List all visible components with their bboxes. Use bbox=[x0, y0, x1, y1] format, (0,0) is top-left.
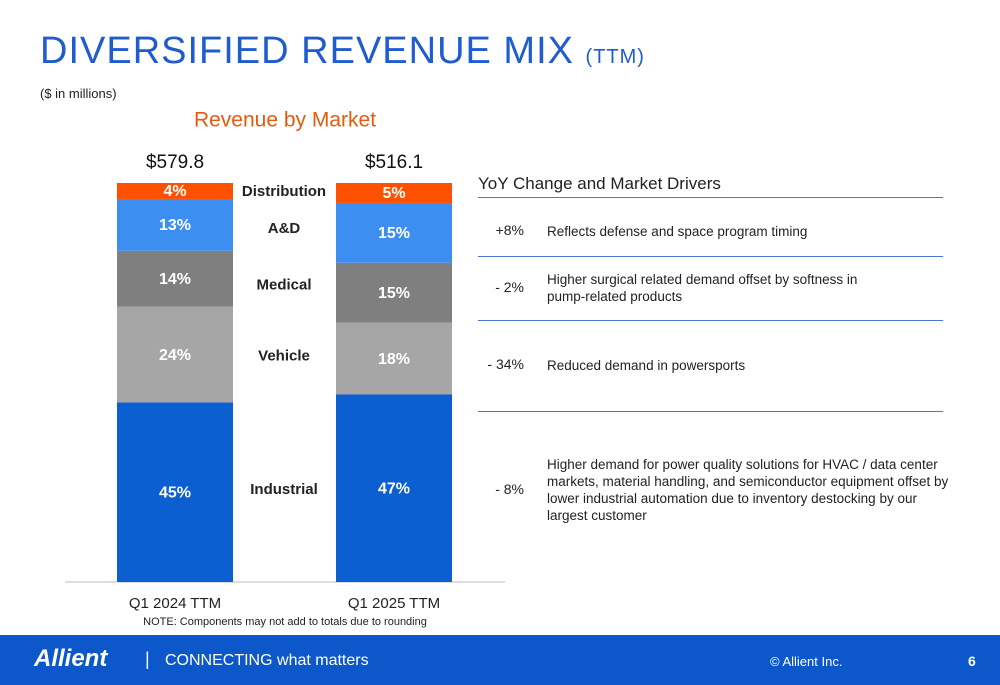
bar-segment bbox=[117, 402, 233, 582]
change-value: - 8% bbox=[495, 481, 524, 497]
bar-segment bbox=[336, 202, 452, 263]
change-value: - 2% bbox=[495, 279, 524, 295]
value-label: 14% bbox=[159, 271, 191, 288]
table-title: YoY Change and Market Drivers bbox=[478, 174, 721, 193]
title-suffix: (TTM) bbox=[585, 46, 645, 68]
row-divider bbox=[478, 411, 943, 412]
value-label: 13% bbox=[159, 217, 191, 234]
tagline: CONNECTING what matters bbox=[165, 652, 369, 670]
bar-segment bbox=[117, 306, 233, 403]
chart-title: Revenue by Market bbox=[194, 109, 376, 132]
value-label: 15% bbox=[378, 225, 410, 242]
logo: Allient bbox=[34, 645, 108, 672]
x-tick-label: Q1 2025 TTM bbox=[348, 595, 440, 612]
legend-label: A&D bbox=[268, 220, 301, 237]
bar-segment bbox=[336, 322, 452, 395]
value-label: 18% bbox=[378, 351, 410, 368]
chart: Revenue by Market NOTE: Components may n… bbox=[65, 109, 505, 628]
row-divider bbox=[478, 197, 943, 198]
bar-segment bbox=[117, 250, 233, 307]
bar-segment bbox=[336, 262, 452, 323]
legend-label: Vehicle bbox=[258, 348, 310, 365]
value-label: 4% bbox=[163, 183, 186, 200]
total-label: $579.8 bbox=[146, 152, 204, 173]
value-label: 45% bbox=[159, 484, 191, 501]
change-value: - 34% bbox=[487, 356, 524, 372]
value-label: 24% bbox=[159, 347, 191, 364]
legend-label: Industrial bbox=[250, 481, 318, 498]
row-divider bbox=[478, 256, 943, 257]
x-tick-label: Q1 2024 TTM bbox=[129, 595, 221, 612]
bar-segment bbox=[336, 394, 452, 582]
subtitle: ($ in millions) bbox=[40, 86, 117, 101]
driver-text: Higher surgical related demand offset by… bbox=[547, 272, 858, 304]
footer: Allient | CONNECTING what matters © Alli… bbox=[0, 635, 1000, 685]
value-label: 15% bbox=[378, 285, 410, 302]
chart-note: NOTE: Components may not add to totals d… bbox=[143, 616, 427, 628]
value-label: 5% bbox=[382, 185, 405, 202]
value-label: 47% bbox=[378, 480, 410, 497]
page-number: 6 bbox=[968, 653, 976, 669]
copyright: © Allient Inc. bbox=[770, 654, 843, 669]
bar-segment bbox=[117, 198, 233, 251]
tagline-rest: what matters bbox=[277, 652, 369, 669]
separator: | bbox=[145, 649, 150, 669]
slide-title: DIVERSIFIED REVENUE MIX (TTM) bbox=[40, 30, 645, 73]
bar-segment bbox=[336, 183, 452, 203]
title-text: DIVERSIFIED REVENUE MIX bbox=[40, 30, 574, 72]
driver-text: Reduced demand in powersports bbox=[547, 357, 746, 373]
legend-label: Medical bbox=[256, 277, 311, 294]
tagline-bold: CONNECTING bbox=[165, 652, 273, 669]
driver-text: Higher demand for power quality solution… bbox=[547, 457, 949, 523]
row-divider bbox=[478, 320, 943, 321]
legend-label: Distribution bbox=[242, 183, 326, 200]
driver-text: Reflects defense and space program timin… bbox=[547, 223, 808, 239]
total-label: $516.1 bbox=[365, 152, 423, 173]
bar-segment bbox=[117, 183, 233, 199]
change-value: +8% bbox=[495, 222, 524, 238]
